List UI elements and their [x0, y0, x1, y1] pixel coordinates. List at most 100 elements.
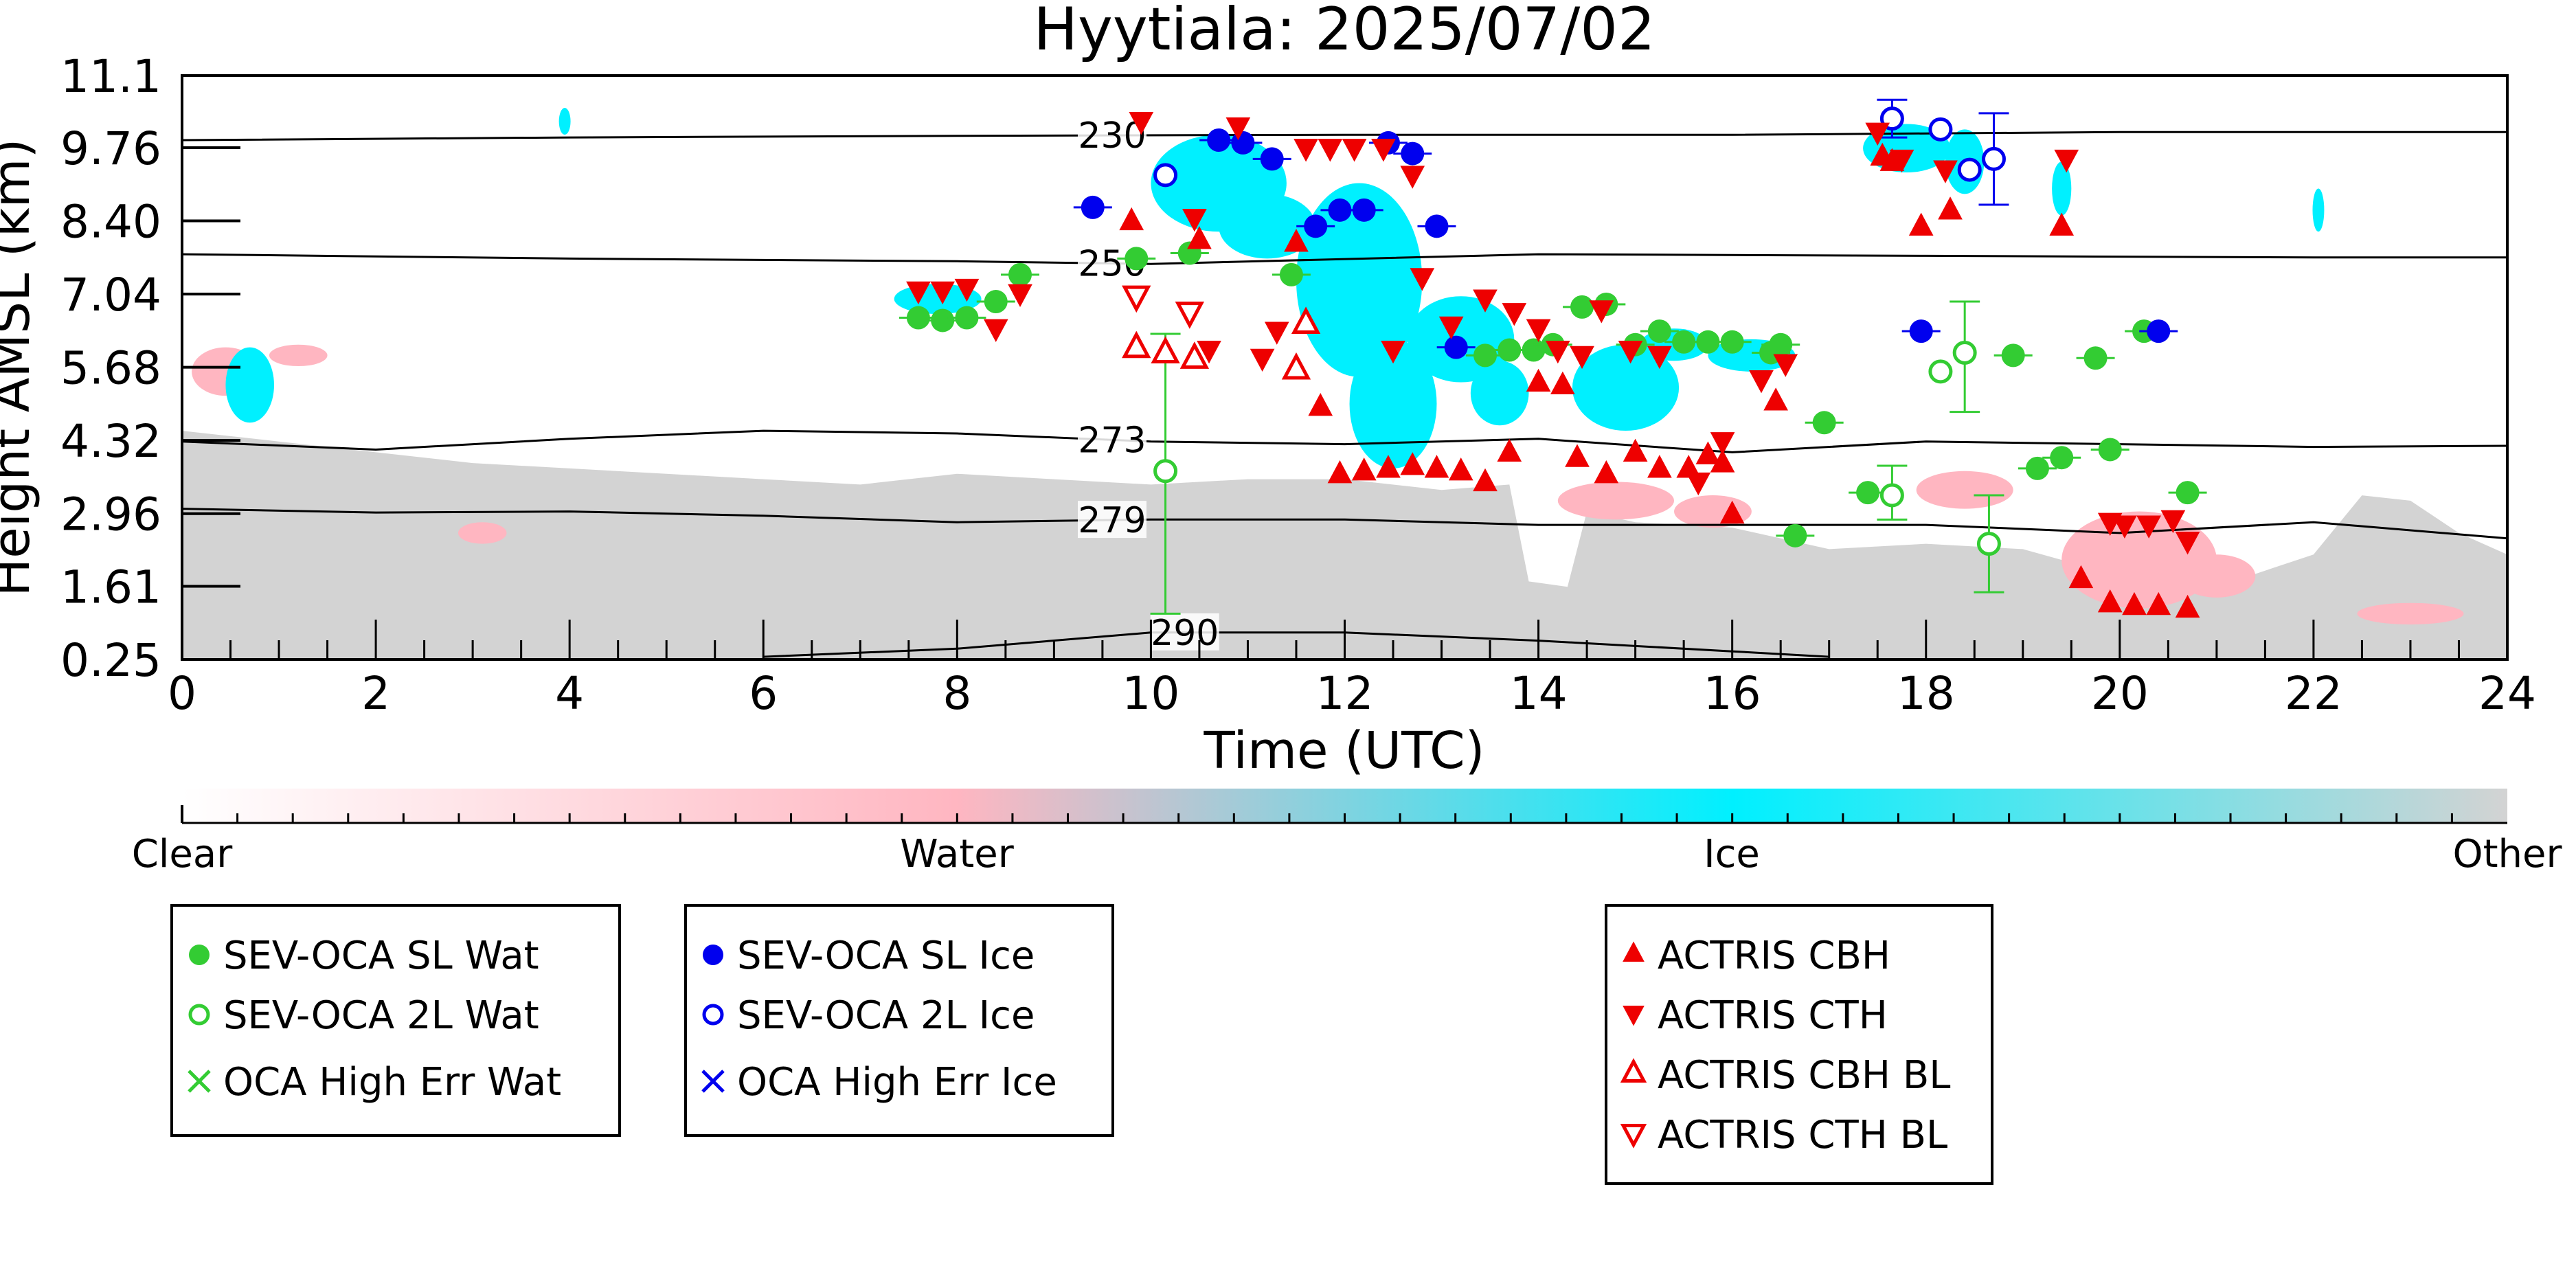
data-point: [955, 306, 979, 330]
ice-region: [225, 347, 274, 423]
data-point: [1179, 341, 1210, 369]
contour-line-273: [182, 429, 2507, 453]
legend-label: SEV-OCA 2L Ice: [737, 993, 1035, 1038]
data-point: [1545, 340, 1570, 364]
ice-region: [1349, 339, 1437, 468]
y-tick-label: 2.96: [60, 488, 161, 541]
data-point: [1342, 139, 1367, 162]
legend-marker-icon: [1620, 1123, 1647, 1149]
data-point: [1696, 330, 1720, 354]
legend-label: OCA High Err Ice: [737, 1060, 1057, 1105]
legend-marker: [1620, 1123, 1647, 1149]
data-point: [906, 281, 931, 305]
legend-label: SEV-OCA SL Ice: [737, 934, 1035, 978]
data-point: [2175, 532, 2200, 555]
legend-box: [1605, 904, 1993, 1185]
x-tick-label: 16: [1704, 667, 1761, 720]
data-point: [1122, 285, 1151, 313]
colorbar: Clear Water Ice Other: [132, 789, 2562, 877]
legend-marker-icon: [188, 1004, 210, 1026]
data-point: [1865, 122, 1890, 146]
y-axis: 0.25 1.61 2.96 4.32 5.68 7.04 8.40 9.76 11.1: [60, 50, 240, 687]
legend-box: [684, 904, 1114, 1137]
data-point: [931, 308, 955, 332]
data-point: [1291, 306, 1321, 334]
data-point: [1889, 149, 1914, 173]
data-point: [1550, 371, 1575, 395]
legend-ice: SEV-OCA SL Ice SEV-OCA 2L Ice OCA High E…: [684, 904, 1114, 1137]
data-point: [1647, 346, 1672, 370]
legend-marker-icon: [702, 1004, 724, 1026]
data-point: [1565, 444, 1590, 467]
legend-marker: [1623, 1005, 1645, 1026]
data-point: [1908, 212, 1934, 236]
data-point: [1618, 340, 1643, 364]
x-tick-label: 6: [749, 667, 778, 720]
data-point: [1081, 195, 1105, 219]
data-point: [1318, 139, 1343, 162]
data-point: [1526, 319, 1551, 342]
data-markers: [899, 106, 2207, 618]
data-point: [1284, 229, 1309, 252]
y-tick-label: 5.68: [60, 342, 161, 395]
legend-marker-icon: [189, 945, 210, 965]
data-point: [1328, 198, 1352, 222]
data-point: [2160, 510, 2186, 534]
data-point: [2097, 589, 2123, 613]
data-point: [1672, 330, 1696, 354]
y-axis-label: Height AMSL (km): [0, 138, 41, 596]
data-point: [1647, 455, 1672, 478]
data-point: [2054, 149, 2079, 173]
y-tick-label: 9.76: [60, 122, 161, 175]
data-point: [1400, 166, 1425, 189]
y-tick-label: 7.04: [60, 269, 161, 321]
data-point: [1264, 321, 1289, 345]
legend-marker-icon: [1620, 1058, 1647, 1083]
contour-label: 279: [1078, 500, 1146, 541]
y-tick-label: 0.25: [60, 634, 161, 687]
data-point: [1570, 295, 1594, 319]
data-point: [1928, 359, 1953, 384]
data-point: [1570, 346, 1594, 370]
data-point: [1710, 449, 1735, 473]
colorbar-label-other: Other: [2452, 832, 2562, 877]
data-point: [2147, 319, 2171, 343]
data-point: [1381, 340, 1405, 364]
x-tick-label: 20: [2091, 667, 2149, 720]
legend-marker: [188, 1004, 210, 1026]
y-tick-label: 8.40: [60, 196, 161, 249]
legend-marker: [189, 945, 210, 965]
data-point: [1589, 300, 1614, 324]
data-point: [1008, 262, 1032, 286]
data-point: [1856, 481, 1880, 505]
legend-box: [170, 904, 621, 1137]
contour-label: 290: [1151, 613, 1219, 654]
x-tick-label: 10: [1122, 667, 1179, 720]
colorbar-label-clear: Clear: [132, 832, 233, 877]
data-point: [1400, 452, 1425, 475]
data-point: [1281, 352, 1311, 380]
data-point: [1376, 455, 1401, 478]
legend-marker: [1623, 941, 1645, 962]
data-point: [1498, 338, 1522, 362]
chart-title: Hyytiala: 2025/07/02: [1033, 0, 1655, 64]
data-point: [2098, 438, 2122, 462]
data-point: [1686, 472, 1711, 496]
data-point: [984, 290, 1008, 314]
legend-marker: [703, 945, 723, 965]
legend-marker-icon: [1623, 941, 1645, 962]
data-point: [1749, 370, 1774, 394]
data-point: [1473, 468, 1498, 492]
data-point: [1720, 330, 1744, 354]
contour-label: 273: [1078, 420, 1146, 461]
ice-region: [2052, 161, 2072, 216]
data-point: [1981, 146, 2006, 171]
data-point: [1250, 348, 1275, 372]
data-point: [1763, 387, 1788, 411]
legend-marker: [1620, 1058, 1647, 1083]
data-point: [1371, 139, 1396, 162]
data-point: [1410, 268, 1435, 291]
data-point: [1952, 340, 1977, 365]
legend-marker-icon: [1623, 1005, 1645, 1026]
data-point: [1773, 354, 1798, 377]
